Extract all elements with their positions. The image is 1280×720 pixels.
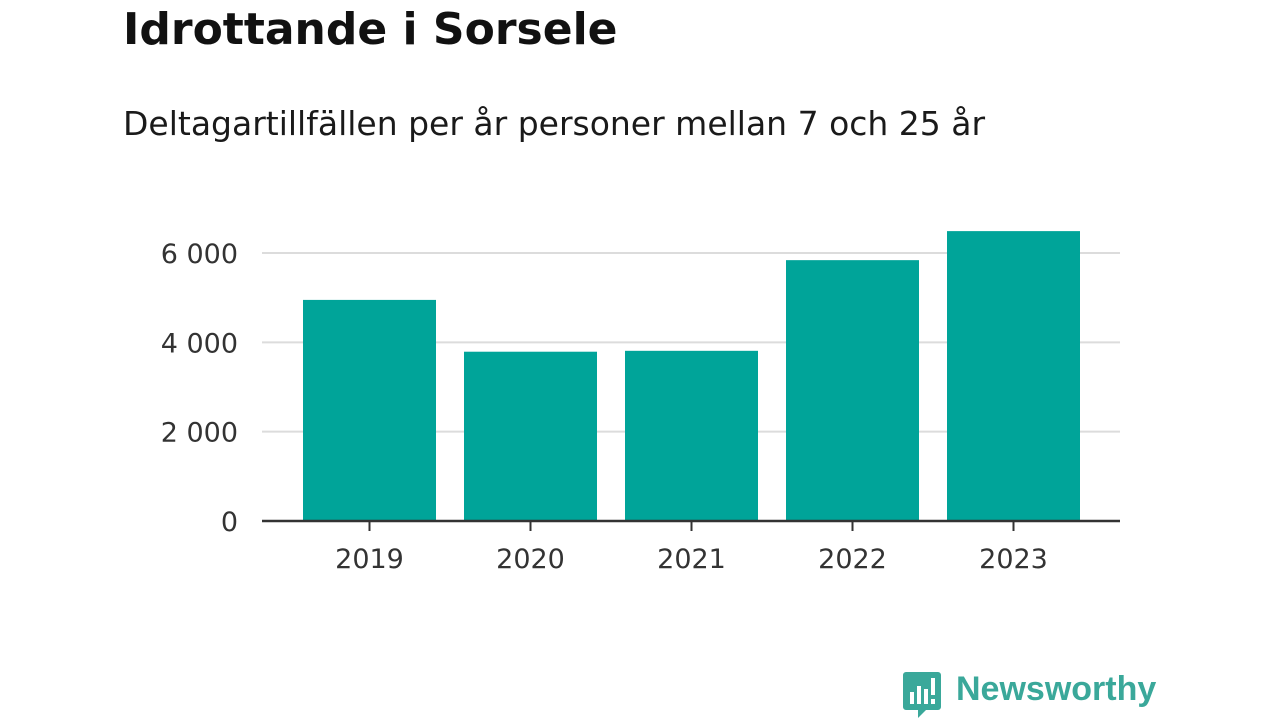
bar-2021 — [625, 350, 758, 521]
x-axis-labels: 2019 2020 2021 2022 2023 — [335, 544, 1048, 575]
x-tick-label: 2021 — [657, 544, 726, 575]
y-tick-label: 2 000 — [161, 418, 238, 449]
y-tick-label: 4 000 — [161, 328, 238, 359]
x-tick-label: 2020 — [496, 544, 565, 575]
chart-title: Idrottande i Sorsele — [123, 4, 618, 55]
y-axis-labels: 0 2 000 4 000 6 000 — [161, 239, 238, 538]
x-tick-label: 2023 — [979, 544, 1048, 575]
newsworthy-logo: Newsworthy — [902, 670, 1156, 720]
newsworthy-logo-icon — [903, 672, 941, 718]
bar-2019 — [303, 299, 436, 521]
bar-2020 — [464, 351, 597, 521]
x-tick-label: 2022 — [818, 544, 887, 575]
x-axis — [262, 519, 1120, 531]
x-tick-label: 2019 — [335, 544, 404, 575]
chart-subtitle: Deltagartillfällen per år personer mella… — [123, 104, 986, 143]
y-tick-label: 6 000 — [161, 239, 238, 270]
brand-name: Newsworthy — [956, 670, 1157, 708]
y-tick-label: 0 — [221, 507, 238, 538]
bars — [303, 231, 1080, 521]
bar-2022 — [786, 260, 919, 521]
bar-2023 — [947, 231, 1080, 521]
